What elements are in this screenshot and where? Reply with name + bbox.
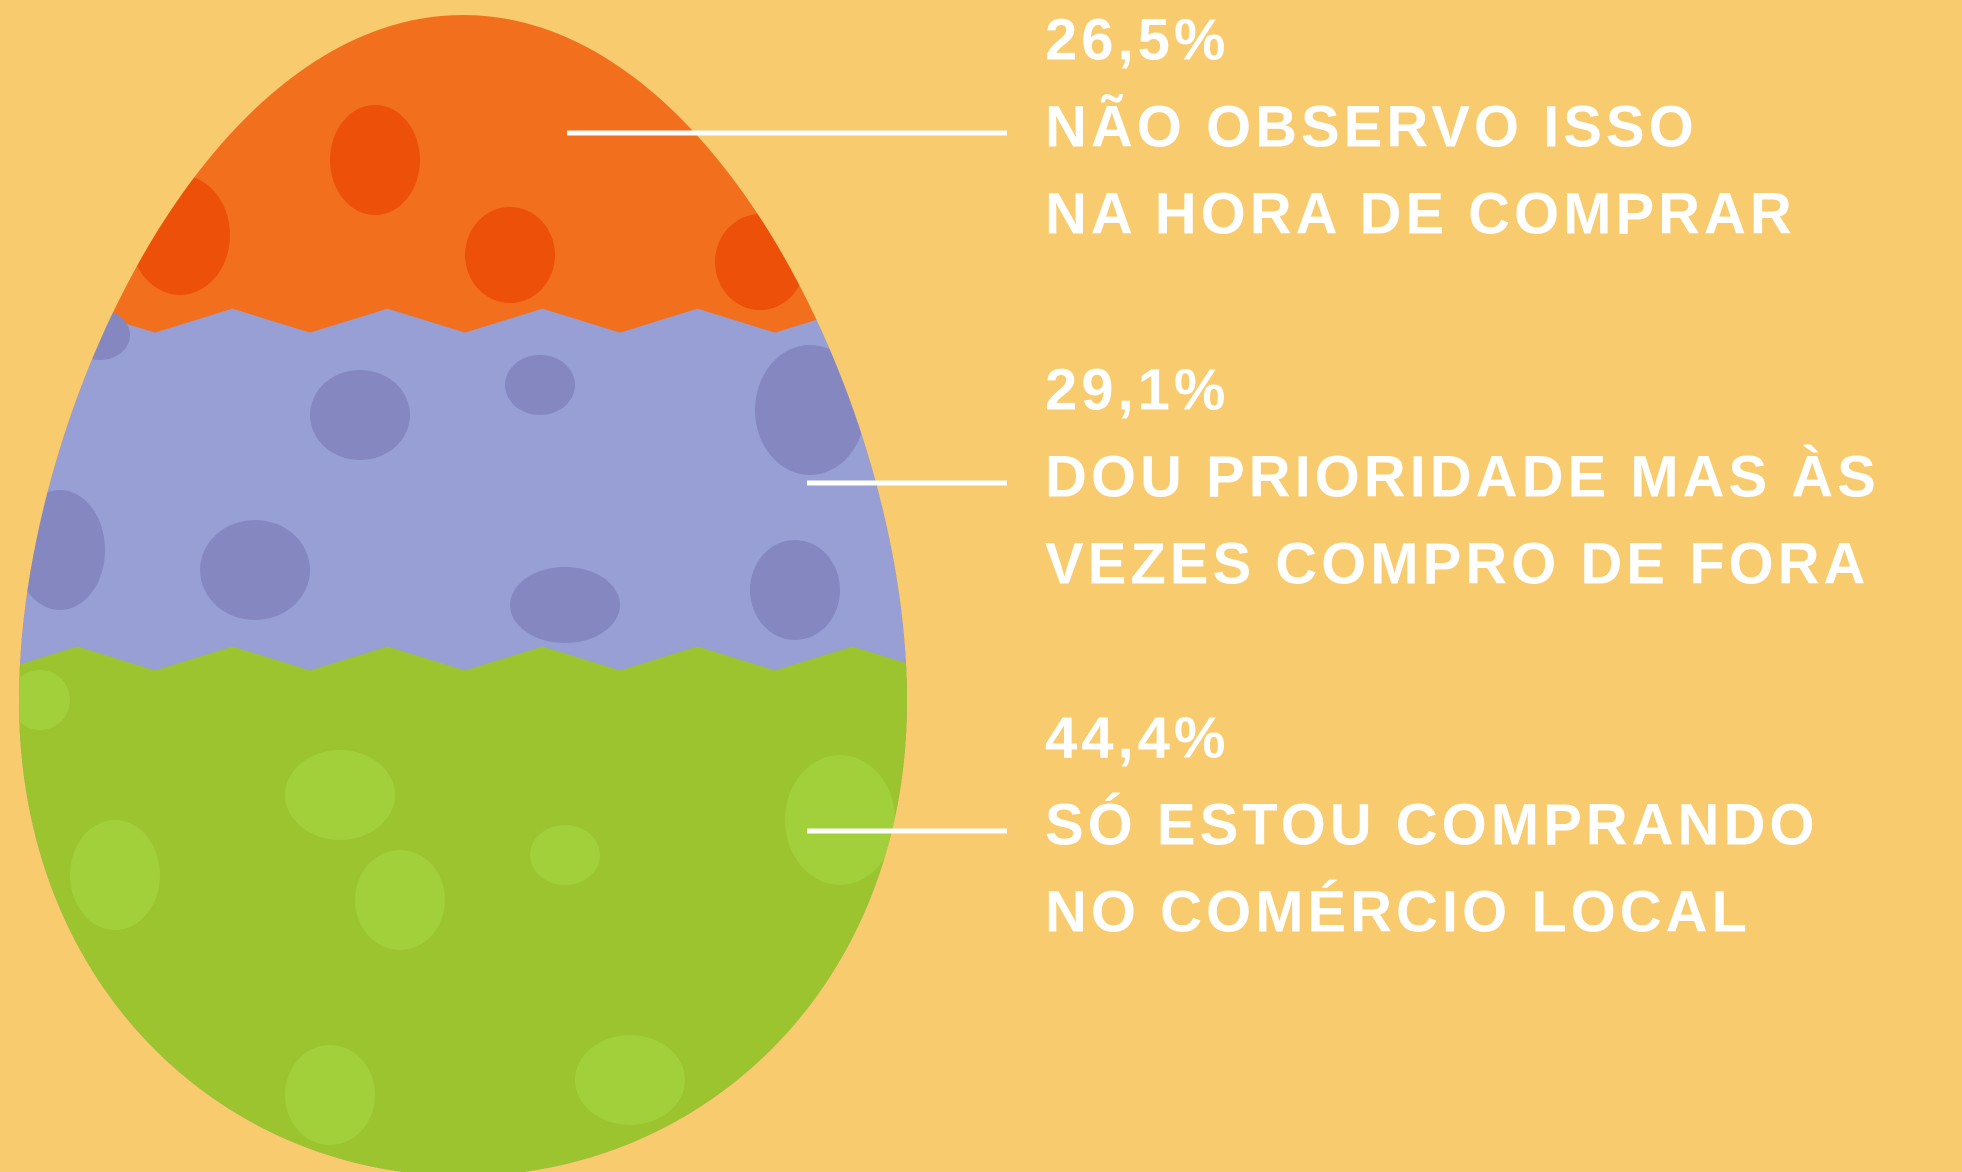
category-label: NÃO OBSERVO ISSO xyxy=(1045,94,1698,159)
value-label: 29,1% xyxy=(1045,357,1229,422)
category-label: SÓ ESTOU COMPRANDO xyxy=(1045,792,1818,857)
egg-band xyxy=(19,646,907,1172)
value-label: 44,4% xyxy=(1045,705,1229,770)
category-label: DOU PRIORIDADE MAS ÀS xyxy=(1045,444,1880,509)
category-label: NO COMÉRCIO LOCAL xyxy=(1045,879,1751,944)
category-label: NA HORA DE COMPRAR xyxy=(1045,181,1796,246)
category-label: VEZES COMPRO DE FORA xyxy=(1045,531,1869,596)
value-label: 26,5% xyxy=(1045,7,1229,72)
egg-spots xyxy=(19,105,895,1145)
spots-green xyxy=(19,670,895,1145)
